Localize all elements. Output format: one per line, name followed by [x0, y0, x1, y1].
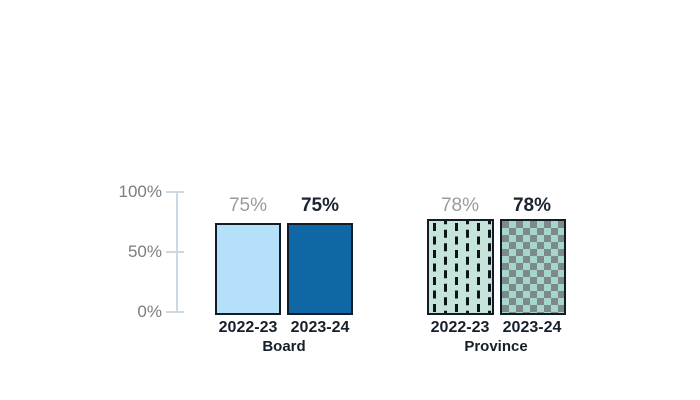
x-tick-label-board-2022-23: 2022-23 — [218, 319, 278, 336]
x-tick-label-province-2023-24: 2023-24 — [502, 319, 562, 336]
dash-pattern-fill — [429, 221, 492, 313]
y-axis-label-50: 50% — [127, 242, 162, 261]
y-axis-label-100: 100% — [118, 182, 162, 201]
value-label-province-2022-23: 78% — [440, 195, 480, 216]
bar-province-2022-23 — [427, 219, 494, 315]
value-label-board-2023-24: 75% — [300, 195, 340, 216]
bar-board-2023-24 — [287, 223, 353, 315]
y-axis-tick-0 — [166, 311, 184, 313]
x-tick-label-province-2022-23: 2022-23 — [430, 319, 490, 336]
value-label-board-2022-23: 75% — [228, 195, 268, 216]
group-label-province: Province — [464, 338, 528, 355]
value-label-province-2023-24: 78% — [512, 195, 552, 216]
checker-pattern-fill — [502, 221, 564, 313]
group-label-board: Board — [262, 338, 306, 355]
x-tick-label-board-2023-24: 2023-24 — [290, 319, 350, 336]
y-axis-label-0: 0% — [137, 302, 162, 321]
y-axis-tick-100 — [166, 191, 184, 193]
y-axis-tick-50 — [166, 251, 184, 253]
bar-board-2022-23 — [215, 223, 281, 315]
bar-province-2023-24 — [500, 219, 566, 315]
